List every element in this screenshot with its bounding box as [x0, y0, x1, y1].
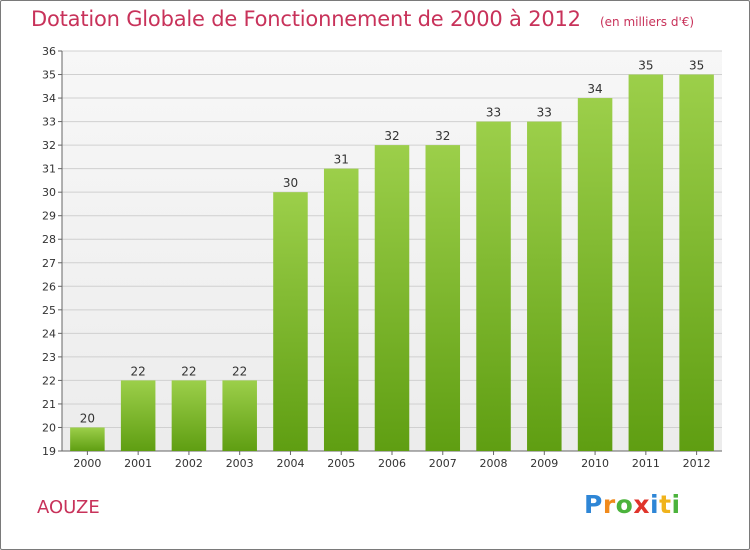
- y-tick-label: 30: [42, 186, 56, 199]
- x-tick-label: 2012: [683, 457, 711, 470]
- data-label: 34: [587, 82, 602, 96]
- bar: [628, 74, 664, 451]
- data-label: 32: [384, 129, 399, 143]
- x-tick-label: 2005: [327, 457, 355, 470]
- y-tick-label: 21: [42, 398, 56, 411]
- y-tick-label: 35: [42, 69, 56, 82]
- logo-letter: P: [584, 490, 603, 519]
- y-tick-label: 23: [42, 351, 56, 364]
- y-tick-label: 28: [42, 233, 56, 246]
- bar: [222, 380, 257, 451]
- data-label: 30: [283, 176, 298, 190]
- y-tick-label: 19: [42, 445, 56, 458]
- y-tick-label: 24: [42, 327, 56, 340]
- chart-subtitle: (en milliers d'€): [599, 15, 695, 29]
- y-tick-label: 31: [42, 163, 56, 176]
- y-tick-label: 29: [42, 210, 56, 223]
- x-tick-label: 2010: [581, 457, 609, 470]
- chart-title: Dotation Globale de Fonctionnement de 20…: [31, 7, 581, 31]
- x-tick-label: 2008: [480, 457, 508, 470]
- bar: [527, 121, 562, 452]
- data-label: 20: [80, 411, 95, 425]
- y-tick-label: 33: [42, 116, 56, 129]
- data-label: 31: [334, 153, 349, 167]
- bar: [476, 121, 511, 452]
- proxiti-logo[interactable]: Proxiti: [584, 490, 681, 519]
- y-tick-label: 27: [42, 257, 56, 270]
- logo-letter: t: [659, 490, 672, 519]
- y-tick-label: 34: [42, 92, 56, 105]
- x-tick-label: 2004: [276, 457, 304, 470]
- data-label: 33: [486, 106, 501, 120]
- x-tick-label: 2011: [632, 457, 660, 470]
- x-tick-label: 2003: [226, 457, 254, 470]
- logo-letter: i: [650, 490, 660, 519]
- bar: [374, 145, 410, 451]
- y-tick-label: 25: [42, 304, 56, 317]
- x-tick-label: 2002: [175, 457, 203, 470]
- commune-name: AOUZE: [37, 497, 100, 518]
- x-tick-label: 2009: [530, 457, 558, 470]
- data-label: 35: [638, 59, 653, 73]
- y-tick-label: 36: [42, 45, 56, 58]
- y-tick-label: 26: [42, 280, 56, 293]
- y-tick-label: 20: [42, 421, 56, 434]
- bar: [425, 145, 461, 451]
- logo-letter: i: [671, 490, 681, 519]
- y-tick-label: 22: [42, 374, 56, 387]
- bar: [679, 74, 714, 451]
- data-label: 32: [435, 129, 450, 143]
- logo-letter: x: [633, 490, 650, 519]
- bar: [323, 168, 359, 451]
- bar: [577, 98, 613, 451]
- logo-letter: o: [615, 490, 634, 519]
- data-label: 22: [181, 364, 196, 378]
- data-label: 33: [537, 106, 552, 120]
- y-tick-label: 32: [42, 139, 56, 152]
- bar: [273, 192, 308, 452]
- bar: [171, 380, 207, 451]
- x-tick-label: 2007: [429, 457, 457, 470]
- data-label: 22: [232, 364, 247, 378]
- x-tick-label: 2001: [124, 457, 152, 470]
- logo-letter: r: [602, 490, 616, 519]
- bar: [70, 427, 105, 451]
- title-block: Dotation Globale de Fonctionnement de 20…: [31, 7, 694, 31]
- bar: [120, 380, 156, 451]
- x-tick-label: 2006: [378, 457, 406, 470]
- data-label: 35: [689, 59, 704, 73]
- x-tick-label: 2000: [73, 457, 101, 470]
- data-label: 22: [131, 364, 146, 378]
